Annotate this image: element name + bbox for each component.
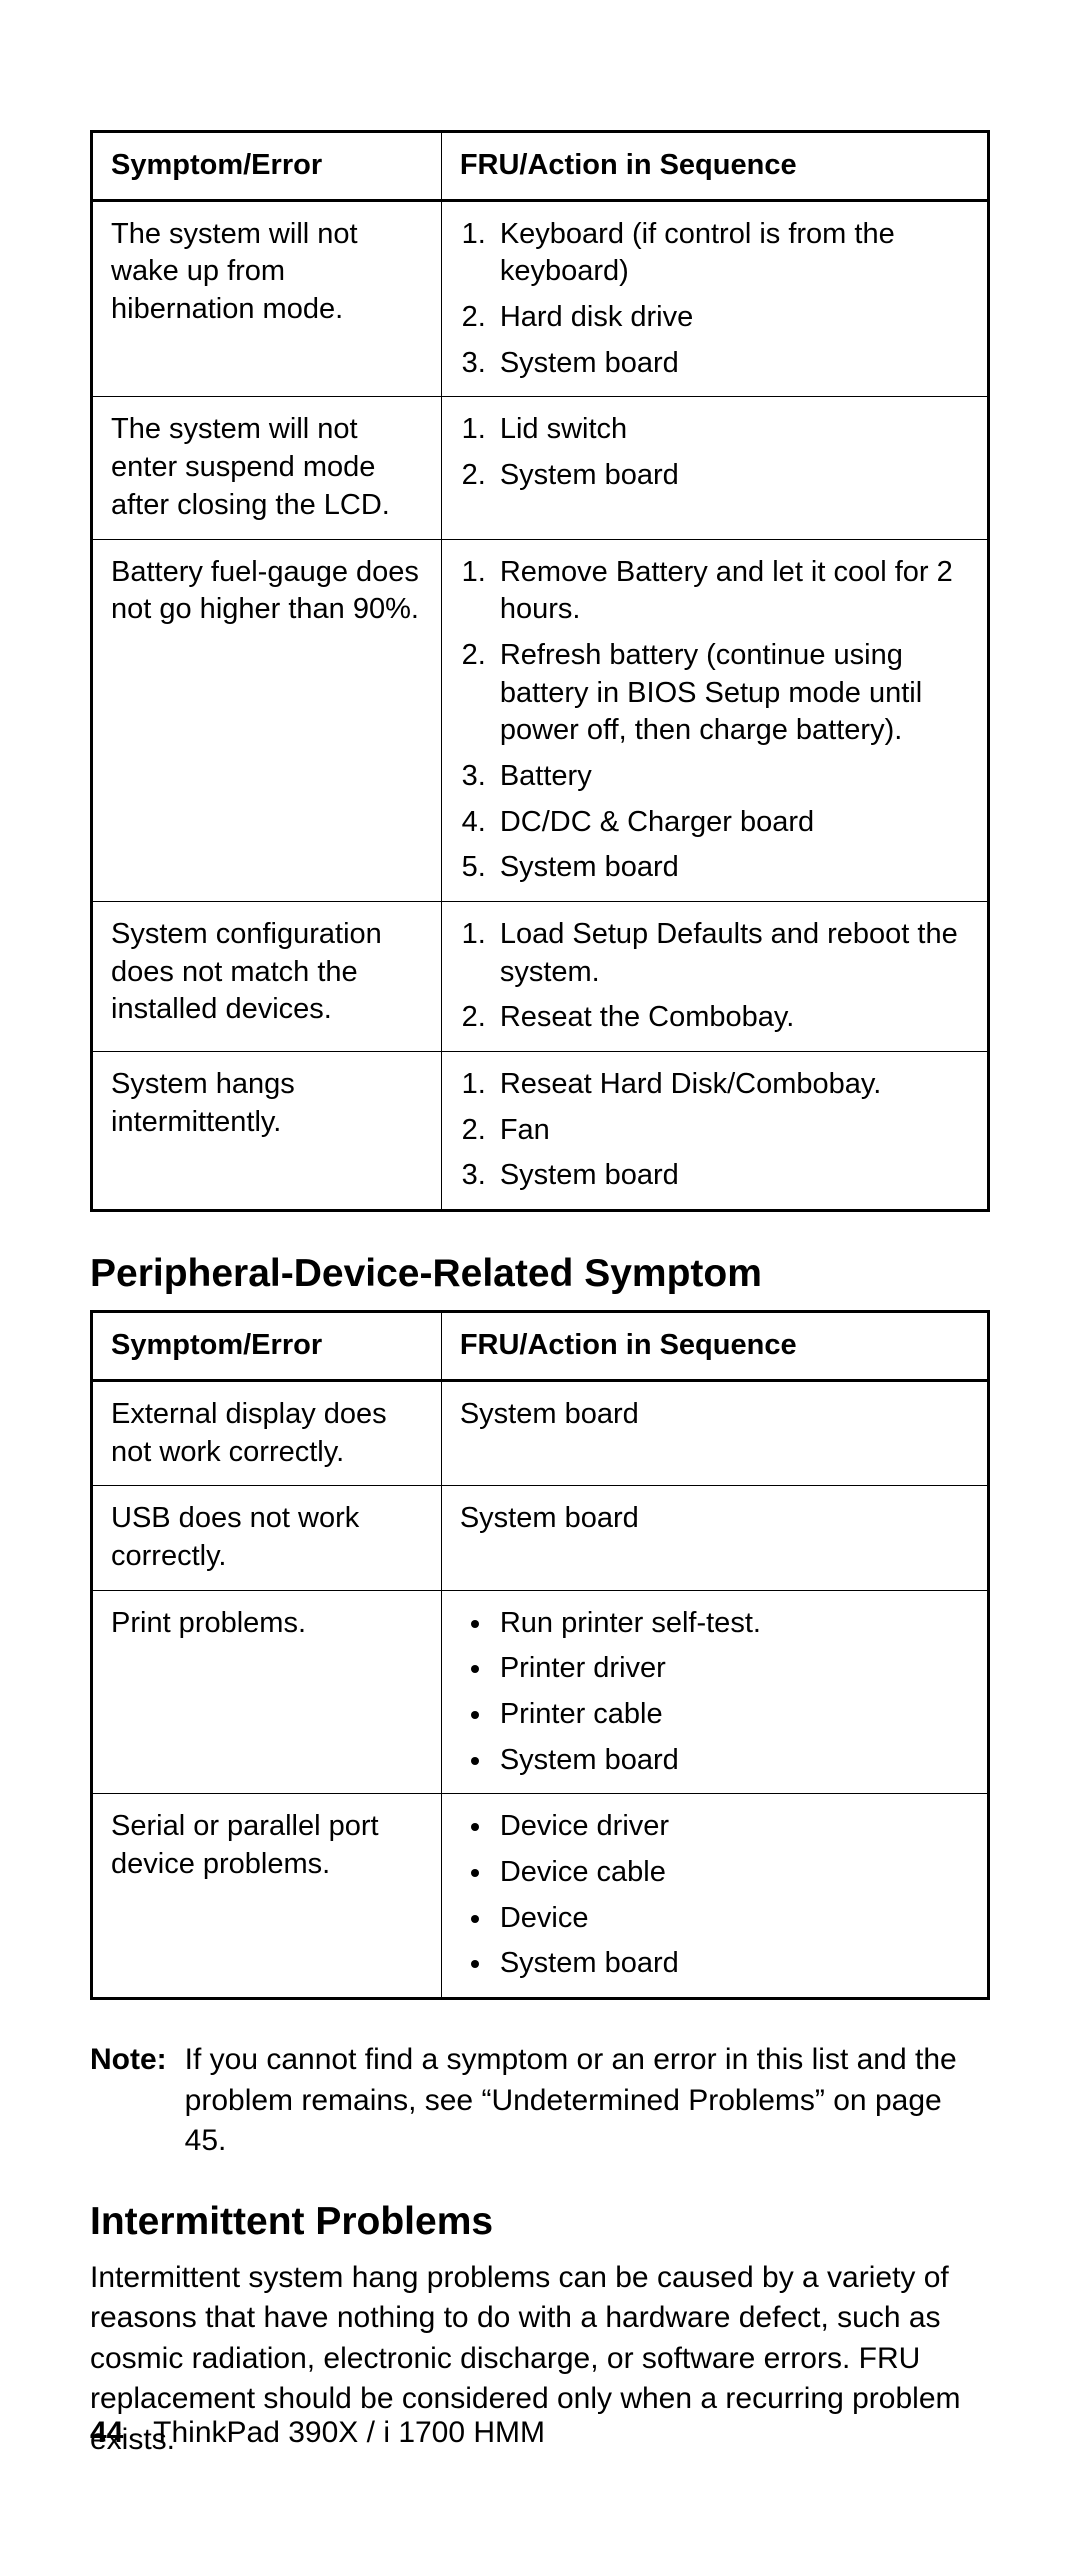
action-cell: System board (441, 1380, 988, 1485)
action-item: Fan (494, 1112, 969, 1150)
action-item: Device (494, 1900, 969, 1938)
action-item: Printer cable (494, 1696, 969, 1734)
header-action: FRU/Action in Sequence (441, 132, 988, 201)
symptom-cell: System hangs intermittently. (92, 1052, 442, 1211)
symptom-cell: System configuration does not match the … (92, 902, 442, 1052)
table-row: The system will not wake up from hiberna… (92, 200, 989, 397)
page-footer: 44 ThinkPad 390X / i 1700 HMM (90, 2416, 545, 2450)
action-cell: Run printer self-test. Printer driver Prin… (441, 1590, 988, 1794)
footer-title: ThinkPad 390X / i 1700 HMM (153, 2416, 545, 2449)
symptom-table-1: Symptom/Error FRU/Action in Sequence The… (90, 130, 990, 1212)
page-number: 44 (90, 2416, 123, 2449)
action-item: Battery (494, 758, 969, 796)
symptom-cell: The system will not wake up from hiberna… (92, 200, 442, 397)
table-row: The system will not enter suspend mode a… (92, 397, 989, 539)
table-row: Print problems. Run printer self-test. Pri… (92, 1590, 989, 1794)
symptom-table-2: Symptom/Error FRU/Action in Sequence Ext… (90, 1310, 990, 2000)
action-item: System board (494, 1945, 969, 1983)
action-item: System board (494, 849, 969, 887)
symptom-cell: Serial or parallel port device problems. (92, 1794, 442, 1999)
action-item: Hard disk drive (494, 299, 969, 337)
action-item: Run printer self-test. (494, 1605, 969, 1643)
note-text: If you cannot find a symptom or an error… (185, 2040, 990, 2162)
table-header-row: Symptom/Error FRU/Action in Sequence (92, 1312, 989, 1381)
action-item: System board (494, 1157, 969, 1195)
action-item: Device cable (494, 1854, 969, 1892)
header-symptom: Symptom/Error (92, 132, 442, 201)
table-row: External display does not work correctly… (92, 1380, 989, 1485)
symptom-cell: The system will not enter suspend mode a… (92, 397, 442, 539)
action-item: Refresh battery (continue using battery … (494, 637, 969, 750)
action-list: Device driver Device cable Device System bo… (460, 1808, 969, 1983)
table-row: System configuration does not match the … (92, 902, 989, 1052)
action-item: Remove Battery and let it cool for 2 hou… (494, 554, 969, 629)
action-list: Reseat Hard Disk/Combobay. Fan System boar… (460, 1066, 969, 1195)
table-row: System hangs intermittently.Reseat Hard … (92, 1052, 989, 1211)
action-cell: Remove Battery and let it cool for 2 hou… (441, 539, 988, 902)
action-item: DC/DC & Charger board (494, 804, 969, 842)
note-block: Note: If you cannot find a symptom or an… (90, 2040, 990, 2162)
note-label: Note: (90, 2040, 167, 2162)
heading-intermittent: Intermittent Problems (90, 2200, 990, 2244)
page: Symptom/Error FRU/Action in Sequence The… (0, 0, 1080, 2550)
table-row: Battery fuel-gauge does not go higher th… (92, 539, 989, 902)
action-list: Load Setup Defaults and reboot the syste… (460, 916, 969, 1037)
action-list: Run printer self-test. Printer driver Prin… (460, 1605, 969, 1780)
symptom-cell: Battery fuel-gauge does not go higher th… (92, 539, 442, 902)
action-item: Keyboard (if control is from the keyboar… (494, 216, 969, 291)
action-item: Reseat the Combobay. (494, 999, 969, 1037)
action-item: System board (494, 345, 969, 383)
table-row: Serial or parallel port device problems.… (92, 1794, 989, 1999)
heading-peripheral: Peripheral-Device-Related Symptom (90, 1252, 990, 1296)
action-cell: Lid switch System board (441, 397, 988, 539)
action-list: Remove Battery and let it cool for 2 hou… (460, 554, 969, 888)
action-cell: System board (441, 1486, 988, 1590)
symptom-cell: Print problems. (92, 1590, 442, 1794)
action-item: System board (494, 457, 969, 495)
action-item: System board (494, 1742, 969, 1780)
action-cell: Keyboard (if control is from the keyboar… (441, 200, 988, 397)
action-item: Lid switch (494, 411, 969, 449)
symptom-cell: External display does not work correctly… (92, 1380, 442, 1485)
table-row: USB does not work correctly.System board (92, 1486, 989, 1590)
action-item: Printer driver (494, 1650, 969, 1688)
action-item: Device driver (494, 1808, 969, 1846)
header-action: FRU/Action in Sequence (441, 1312, 988, 1381)
symptom-cell: USB does not work correctly. (92, 1486, 442, 1590)
header-symptom: Symptom/Error (92, 1312, 442, 1381)
action-cell: Device driver Device cable Device System bo… (441, 1794, 988, 1999)
action-item: Load Setup Defaults and reboot the syste… (494, 916, 969, 991)
action-cell: Load Setup Defaults and reboot the syste… (441, 902, 988, 1052)
action-cell: Reseat Hard Disk/Combobay. Fan System boar… (441, 1052, 988, 1211)
action-list: Keyboard (if control is from the keyboar… (460, 216, 969, 383)
action-list: Lid switch System board (460, 411, 969, 494)
action-item: Reseat Hard Disk/Combobay. (494, 1066, 969, 1104)
table-header-row: Symptom/Error FRU/Action in Sequence (92, 132, 989, 201)
